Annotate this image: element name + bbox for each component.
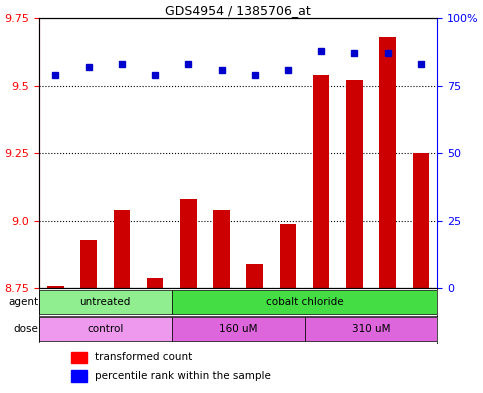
Bar: [114, 210, 130, 288]
Bar: [379, 37, 396, 288]
Text: cobalt chloride: cobalt chloride: [266, 297, 343, 307]
Bar: [80, 240, 97, 288]
FancyBboxPatch shape: [171, 290, 438, 314]
Text: transformed count: transformed count: [95, 353, 192, 362]
Text: agent: agent: [8, 297, 38, 307]
Text: untreated: untreated: [80, 297, 131, 307]
Bar: [71, 352, 86, 364]
Bar: [147, 278, 163, 288]
Bar: [313, 75, 329, 288]
Title: GDS4954 / 1385706_at: GDS4954 / 1385706_at: [165, 4, 311, 17]
FancyBboxPatch shape: [171, 317, 305, 341]
Bar: [71, 370, 86, 382]
Text: 160 uM: 160 uM: [219, 324, 257, 334]
Bar: [346, 81, 363, 288]
Text: 310 uM: 310 uM: [352, 324, 390, 334]
Bar: [180, 199, 197, 288]
FancyBboxPatch shape: [39, 290, 171, 314]
Text: dose: dose: [13, 324, 38, 334]
Bar: [47, 286, 64, 288]
Bar: [213, 210, 230, 288]
Bar: [280, 224, 296, 288]
FancyBboxPatch shape: [305, 317, 438, 341]
FancyBboxPatch shape: [39, 317, 171, 341]
Bar: [246, 264, 263, 288]
Text: percentile rank within the sample: percentile rank within the sample: [95, 371, 270, 381]
Text: control: control: [87, 324, 123, 334]
Bar: [412, 153, 429, 288]
